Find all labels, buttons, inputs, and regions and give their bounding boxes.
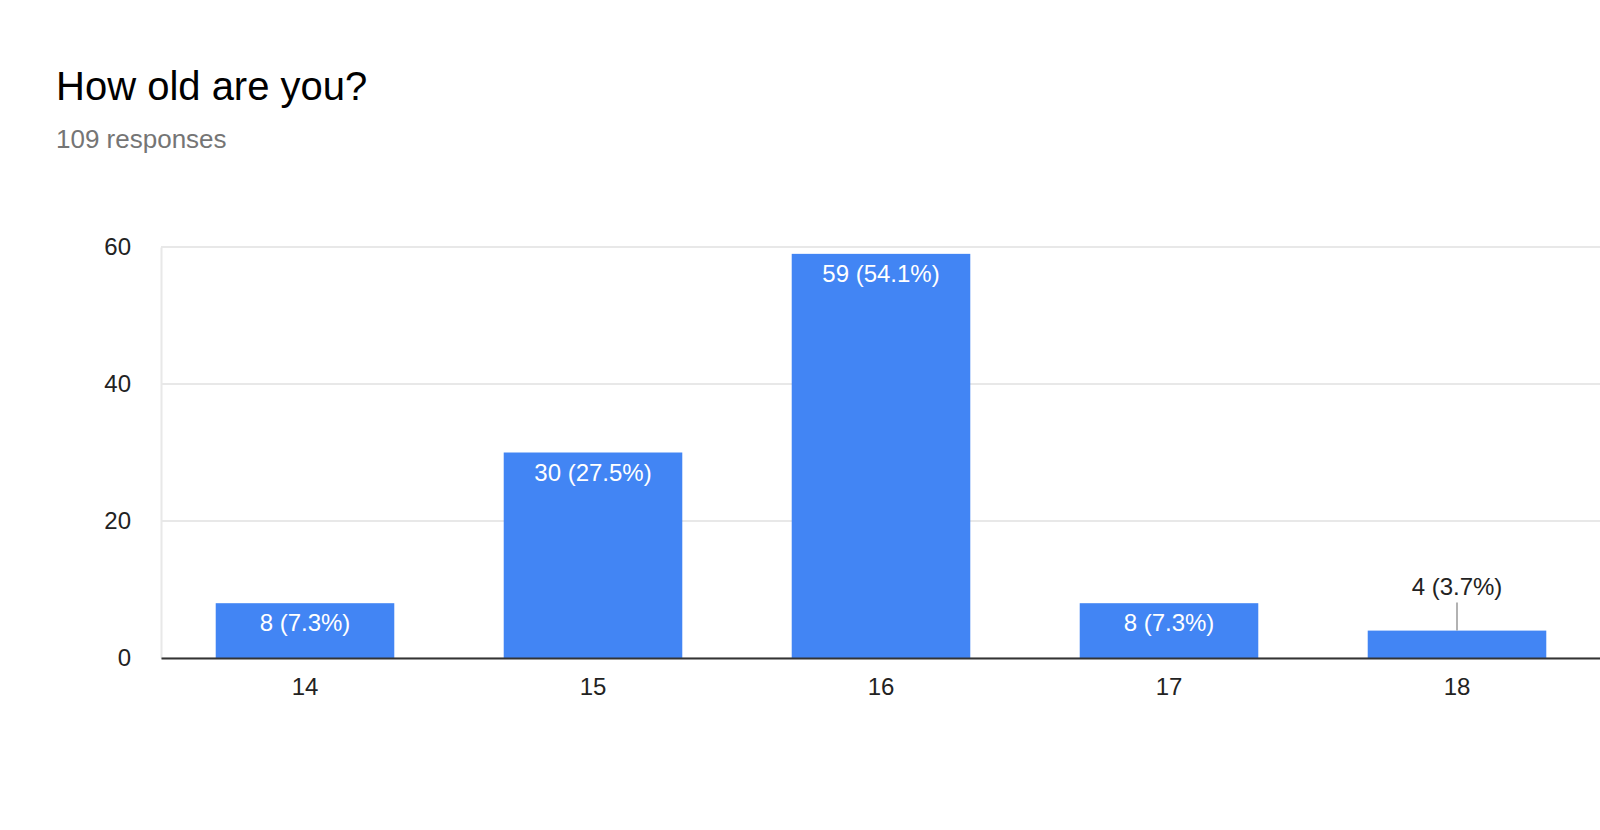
data-label: 8 (7.3%) [260, 609, 351, 636]
y-tick-label: 40 [104, 370, 131, 397]
x-tick-label: 17 [1156, 673, 1183, 700]
data-label: 59 (54.1%) [822, 260, 939, 287]
bar [1080, 603, 1259, 658]
y-axis-line [161, 248, 163, 659]
x-axis-line [162, 658, 1600, 660]
x-axis: 14 15 16 17 18 [162, 658, 1600, 700]
bar [216, 603, 395, 658]
x-tick: 18 [1444, 658, 1471, 700]
x-tick-label: 18 [1444, 673, 1471, 700]
chart: How old are you? 109 responses 0 20 40 60 14 15… [0, 0, 1600, 830]
subtitle: 109 responses [56, 124, 227, 154]
leader-line [1456, 603, 1458, 631]
data-label: 30 (27.5%) [534, 459, 651, 486]
bars [216, 254, 1547, 658]
bar [1368, 631, 1547, 658]
bar [504, 453, 683, 659]
x-tick: 16 [868, 658, 895, 700]
x-tick-label: 14 [292, 673, 319, 700]
title: How old are you? [56, 64, 367, 108]
bar [792, 254, 971, 658]
x-tick: 15 [580, 658, 607, 700]
data-label: 8 (7.3%) [1124, 609, 1215, 636]
data-labels: 8 (7.3%) 30 (27.5%) 59 (54.1%) 8 (7.3%) 4 (3… [260, 260, 1503, 636]
y-tick: 0 [118, 644, 161, 671]
y-tick: 40 [104, 370, 161, 397]
x-tick: 14 [292, 658, 319, 700]
y-tick-label: 60 [104, 233, 131, 260]
y-tick-label: 20 [104, 507, 131, 534]
y-tick-label: 0 [118, 644, 131, 671]
y-tick: 20 [104, 507, 161, 534]
x-tick-label: 15 [580, 673, 607, 700]
y-axis: 0 20 40 60 [104, 233, 161, 671]
grid [161, 247, 1600, 658]
x-tick: 17 [1156, 658, 1183, 700]
x-tick-label: 16 [868, 673, 895, 700]
y-tick: 60 [104, 233, 161, 260]
data-label: 4 (3.7%) [1412, 573, 1503, 600]
grid-line [161, 246, 1600, 248]
